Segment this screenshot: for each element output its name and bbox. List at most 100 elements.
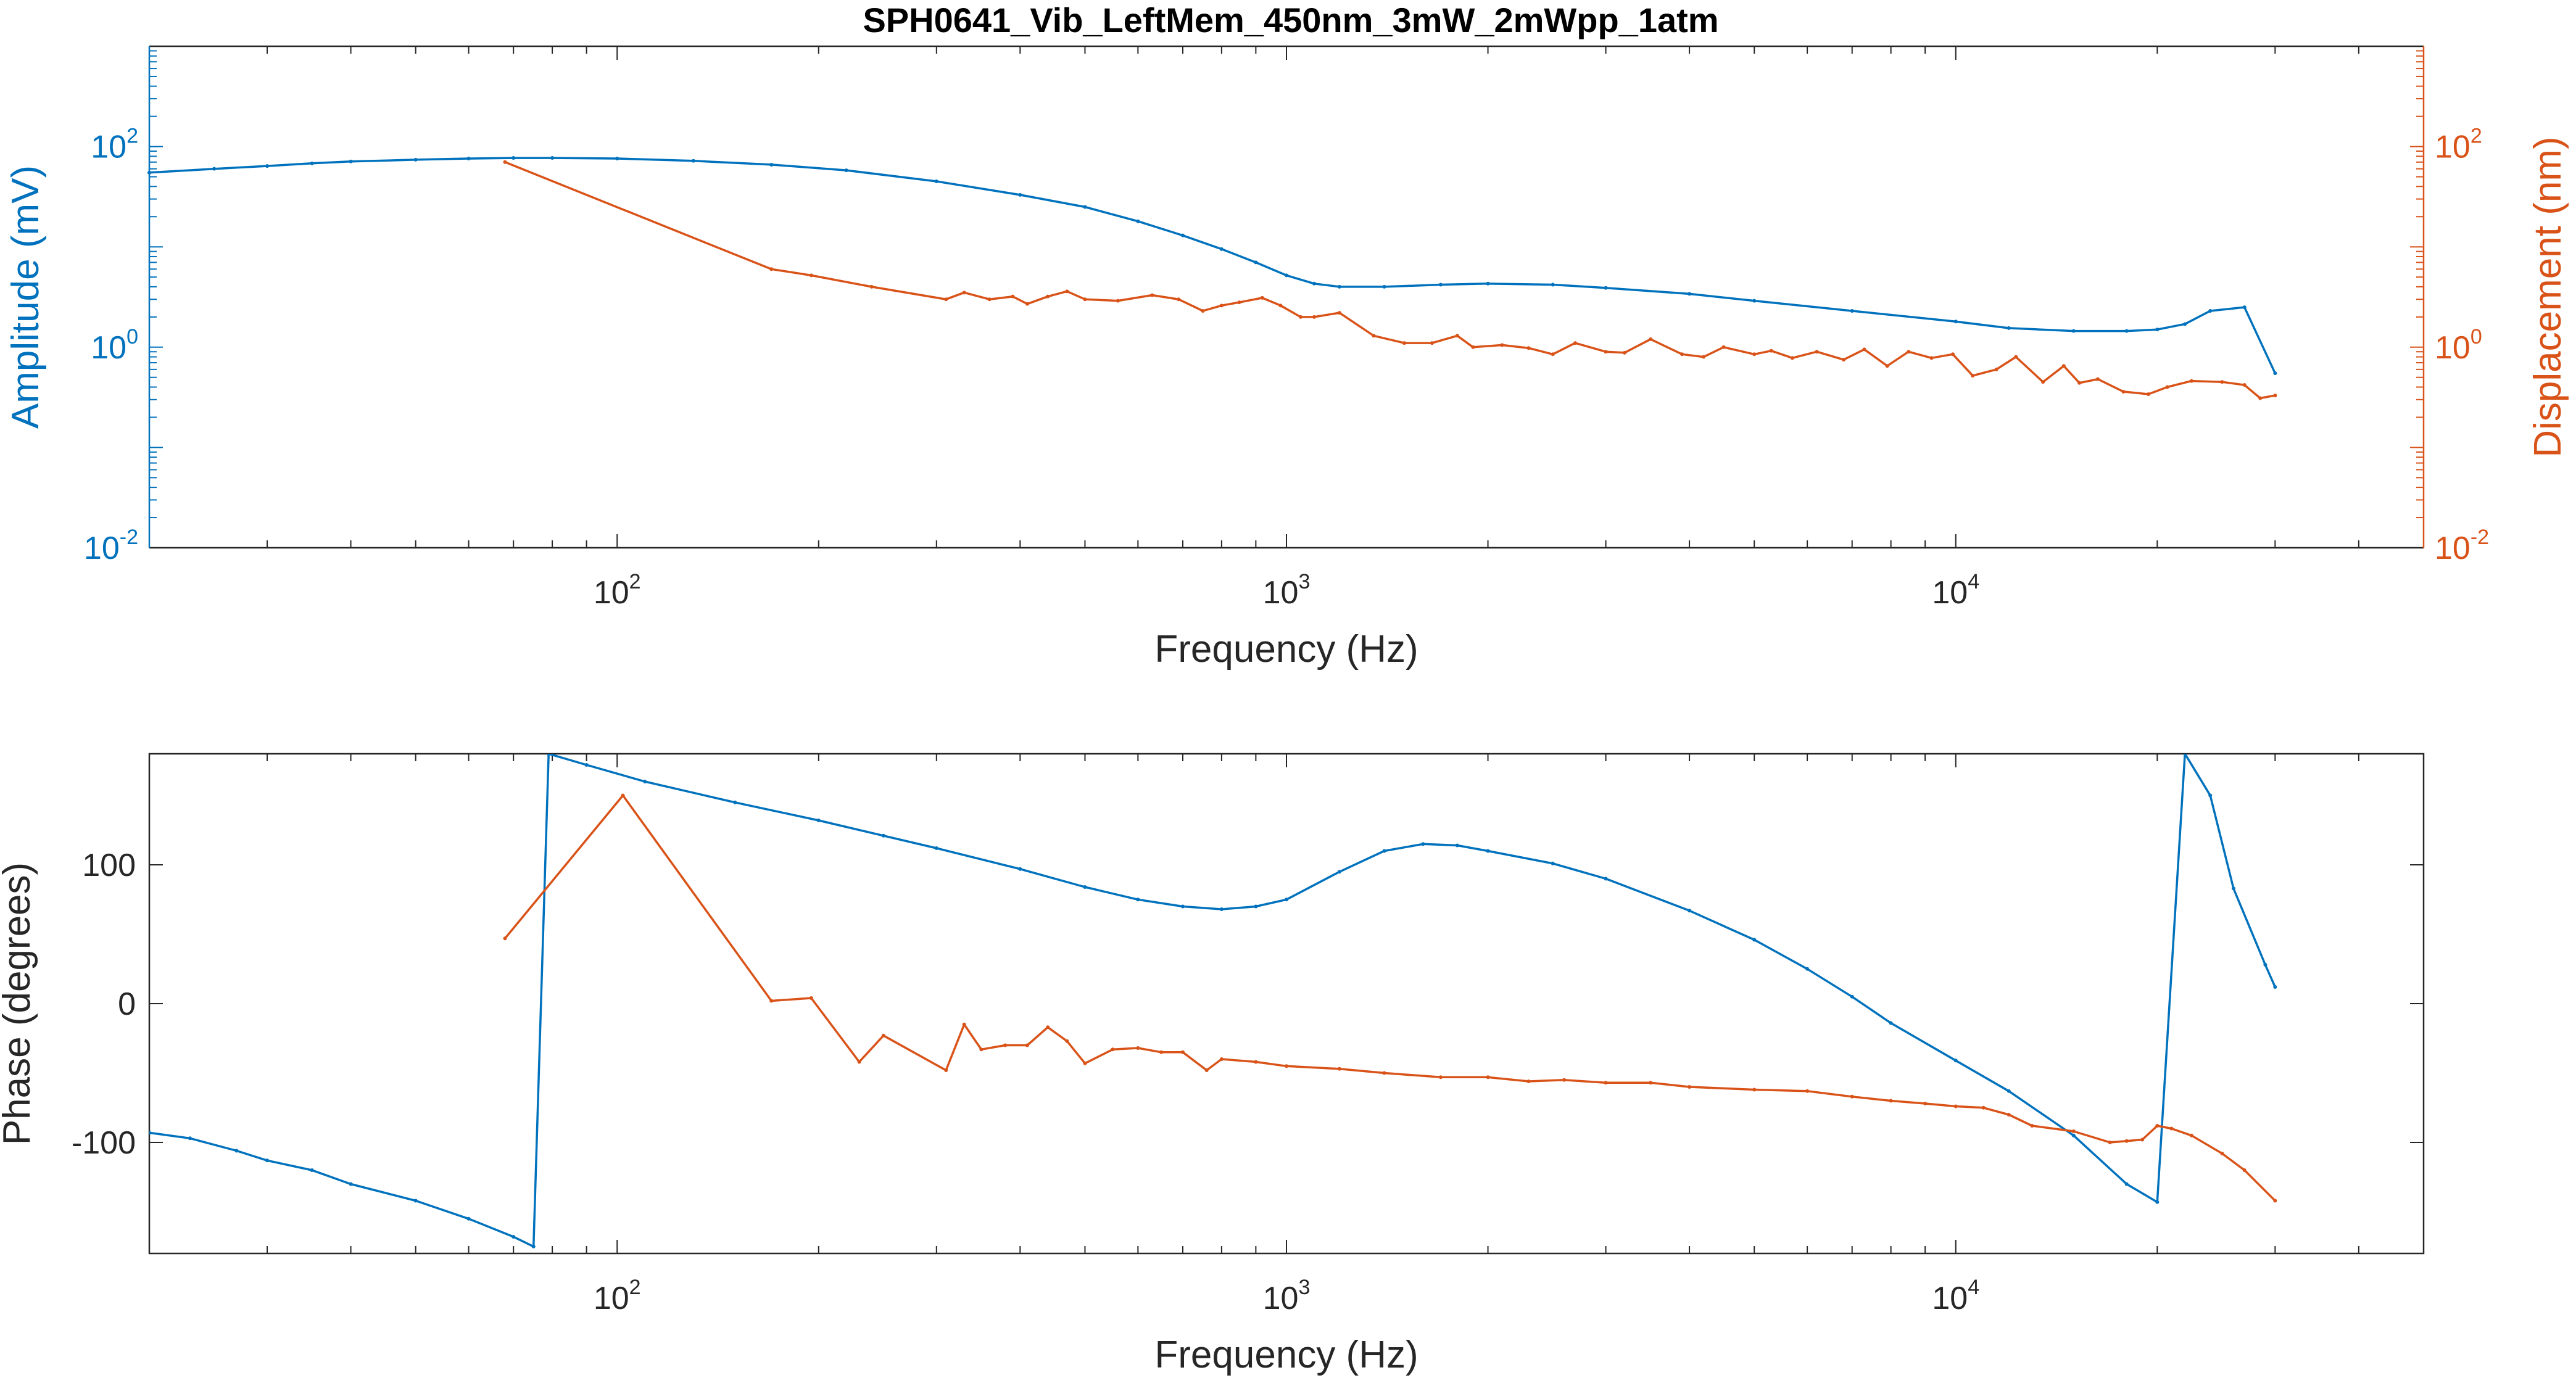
- top-series-point-0: [1312, 281, 1316, 286]
- bottom-series-point-1: [1850, 1094, 1854, 1099]
- top-series-point-0: [1382, 284, 1386, 289]
- top-series-point-1: [2258, 396, 2263, 400]
- bottom-series-line-1: [504, 794, 2276, 1202]
- top-series-point-1: [2095, 377, 2100, 381]
- bottom-series-point-0: [349, 1182, 353, 1186]
- top-series-point-0: [844, 168, 848, 173]
- bottom-series-point-1: [1382, 1071, 1386, 1075]
- top-series-point-1: [1312, 315, 1316, 319]
- top-series-point-1: [1721, 345, 1726, 349]
- bottom-series-point-0: [643, 780, 647, 783]
- top-series-point-1: [2273, 394, 2277, 398]
- top-left-y-tick-label: 100: [91, 325, 138, 366]
- bottom-y-tick-label: -100: [72, 1125, 136, 1161]
- top-series-point-1: [987, 297, 992, 302]
- bottom-y-axis-label: Phase (degrees): [0, 862, 38, 1145]
- bottom-series-point-0: [2208, 793, 2213, 798]
- top-series-point-0: [691, 159, 695, 163]
- top-series-point-1: [1842, 358, 1846, 362]
- bottom-series-point-1: [2007, 1113, 2011, 1117]
- top-series-point-1: [1929, 356, 1934, 360]
- bottom-series-point-1: [809, 996, 813, 1000]
- bottom-series-point-1: [1046, 1025, 1050, 1030]
- bottom-series-point-1: [944, 1068, 948, 1072]
- top-series-point-1: [2165, 385, 2169, 389]
- bottom-series-point-0: [531, 1244, 536, 1249]
- bottom-series-point-0: [1551, 861, 1555, 865]
- bottom-series-point-0: [733, 800, 737, 804]
- top-series-point-1: [2242, 383, 2247, 387]
- top-series-point-0: [413, 157, 418, 162]
- top-series-point-1: [2220, 380, 2224, 384]
- top-series-point-0: [1219, 247, 1224, 251]
- bottom-series-point-1: [1923, 1102, 1928, 1105]
- top-series-point-0: [550, 156, 555, 160]
- bottom-series-point-0: [149, 1131, 151, 1135]
- bottom-series-point-0: [1254, 904, 1258, 909]
- bottom-series-point-0: [1486, 849, 1490, 853]
- top-series-point-0: [1850, 308, 1854, 313]
- bottom-series-point-0: [2124, 1182, 2129, 1186]
- bottom-series-point-1: [2124, 1139, 2129, 1143]
- top-series-point-1: [809, 273, 813, 278]
- top-series-point-1: [1790, 356, 1794, 360]
- top-series-point-0: [466, 156, 471, 160]
- bottom-x-tick-label: 103: [1263, 1276, 1311, 1316]
- top-series-point-0: [1180, 233, 1185, 237]
- top-series-point-1: [1337, 311, 1341, 315]
- bottom-series-point-0: [265, 1158, 270, 1163]
- bottom-series-point-1: [2108, 1141, 2112, 1144]
- top-series-point-0: [1604, 286, 1608, 290]
- top-series-point-1: [2077, 381, 2082, 385]
- bottom-series-point-0: [881, 833, 885, 838]
- top-series-point-1: [1604, 350, 1608, 354]
- top-series-point-1: [1150, 293, 1154, 297]
- bottom-series-point-1: [1136, 1046, 1140, 1050]
- top-right-y-tick-label: 10-2: [2435, 526, 2489, 566]
- top-left-y-tick-label: 10-2: [84, 526, 138, 566]
- top-series-point-0: [1083, 205, 1087, 209]
- top-left-y-axis-label: Amplitude (mV): [4, 165, 47, 429]
- top-series-point-0: [934, 179, 938, 183]
- bottom-series-point-0: [1337, 870, 1341, 874]
- top-series-point-0: [511, 156, 516, 160]
- bottom-series-point-0: [547, 754, 551, 756]
- bottom-plot-area: [148, 753, 2425, 1255]
- bottom-series-point-1: [1159, 1050, 1164, 1054]
- top-series-point-0: [2007, 326, 2011, 330]
- top-series-point-1: [1116, 299, 1120, 303]
- top-series-point-1: [1237, 300, 1241, 305]
- bottom-series-point-0: [1752, 938, 1757, 942]
- bottom-series-point-1: [2242, 1168, 2247, 1172]
- top-series-point-0: [1254, 260, 1258, 265]
- top-series-point-0: [212, 167, 217, 171]
- top-x-axis-label: Frequency (Hz): [1154, 628, 1418, 671]
- bottom-series-point-1: [2169, 1126, 2174, 1131]
- bottom-series-point-1: [2273, 1199, 2277, 1203]
- top-series-point-0: [310, 161, 314, 165]
- top-series-point-1: [1455, 334, 1459, 338]
- top-x-tick-label: 104: [1932, 570, 1979, 611]
- top-series-point-0: [1953, 320, 1958, 324]
- top-series-point-1: [1752, 352, 1757, 357]
- bottom-series-point-0: [1083, 885, 1087, 889]
- bottom-series-point-1: [1025, 1043, 1029, 1047]
- top-series-point-1: [1083, 297, 1087, 302]
- bottom-series-point-0: [1953, 1059, 1958, 1063]
- bottom-x-tick-label: 102: [594, 1276, 641, 1316]
- top-series-point-1: [1025, 302, 1029, 306]
- top-series-line-0: [149, 157, 2276, 374]
- top-series-point-1: [1471, 345, 1475, 349]
- bottom-series-point-0: [413, 1199, 418, 1203]
- bottom-series-point-0: [1604, 877, 1608, 881]
- top-series-point-0: [1486, 281, 1490, 286]
- bottom-x-tick-label: 104: [1932, 1276, 1979, 1316]
- top-series-point-1: [1065, 289, 1069, 294]
- top-series-point-0: [1438, 283, 1443, 287]
- top-series-point-1: [869, 284, 874, 289]
- bottom-series-point-1: [1204, 1068, 1209, 1072]
- top-series-point-1: [1298, 315, 1302, 319]
- bottom-series-point-0: [816, 819, 821, 822]
- top-series-point-0: [1551, 283, 1555, 287]
- top-series-point-1: [1994, 367, 1998, 371]
